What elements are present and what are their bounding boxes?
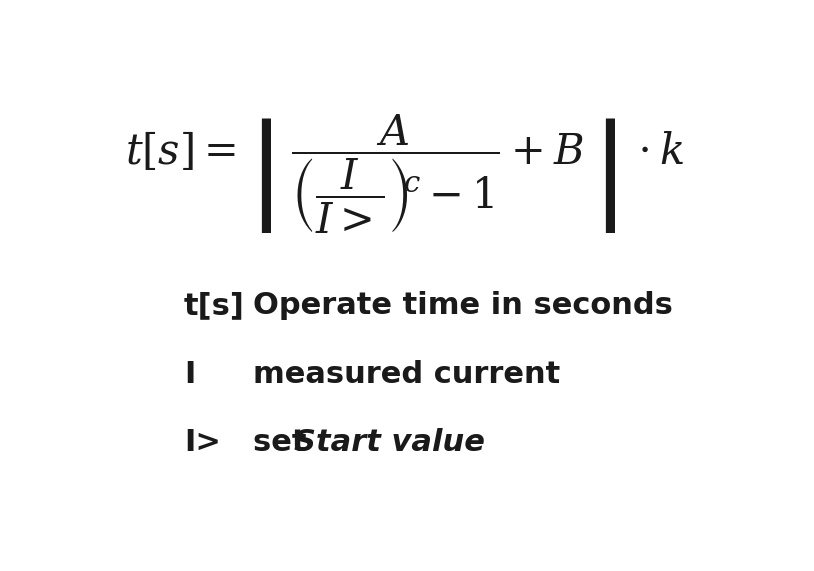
Text: I: I — [184, 360, 195, 389]
Text: t[s]: t[s] — [184, 291, 245, 320]
Text: measured current: measured current — [253, 360, 560, 389]
Text: $t[s] = \left|\,\dfrac{A}{\left(\dfrac{I}{I>}\right)^{\!\!c}-1}+B\,\right|\cdot : $t[s] = \left|\,\dfrac{A}{\left(\dfrac{I… — [125, 112, 685, 236]
Text: Operate time in seconds: Operate time in seconds — [253, 291, 673, 320]
Text: set: set — [253, 428, 317, 457]
Text: Start value: Start value — [294, 428, 485, 457]
Text: I>: I> — [184, 428, 221, 457]
